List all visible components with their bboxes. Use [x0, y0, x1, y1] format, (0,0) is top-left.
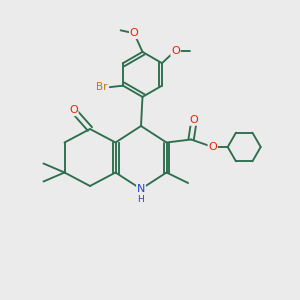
Text: H: H	[138, 195, 144, 204]
Text: O: O	[190, 115, 199, 125]
Text: N: N	[137, 184, 145, 194]
Text: O: O	[208, 142, 217, 152]
Text: O: O	[130, 28, 139, 38]
Text: O: O	[69, 105, 78, 116]
Text: Br: Br	[96, 82, 107, 92]
Text: O: O	[171, 46, 180, 56]
